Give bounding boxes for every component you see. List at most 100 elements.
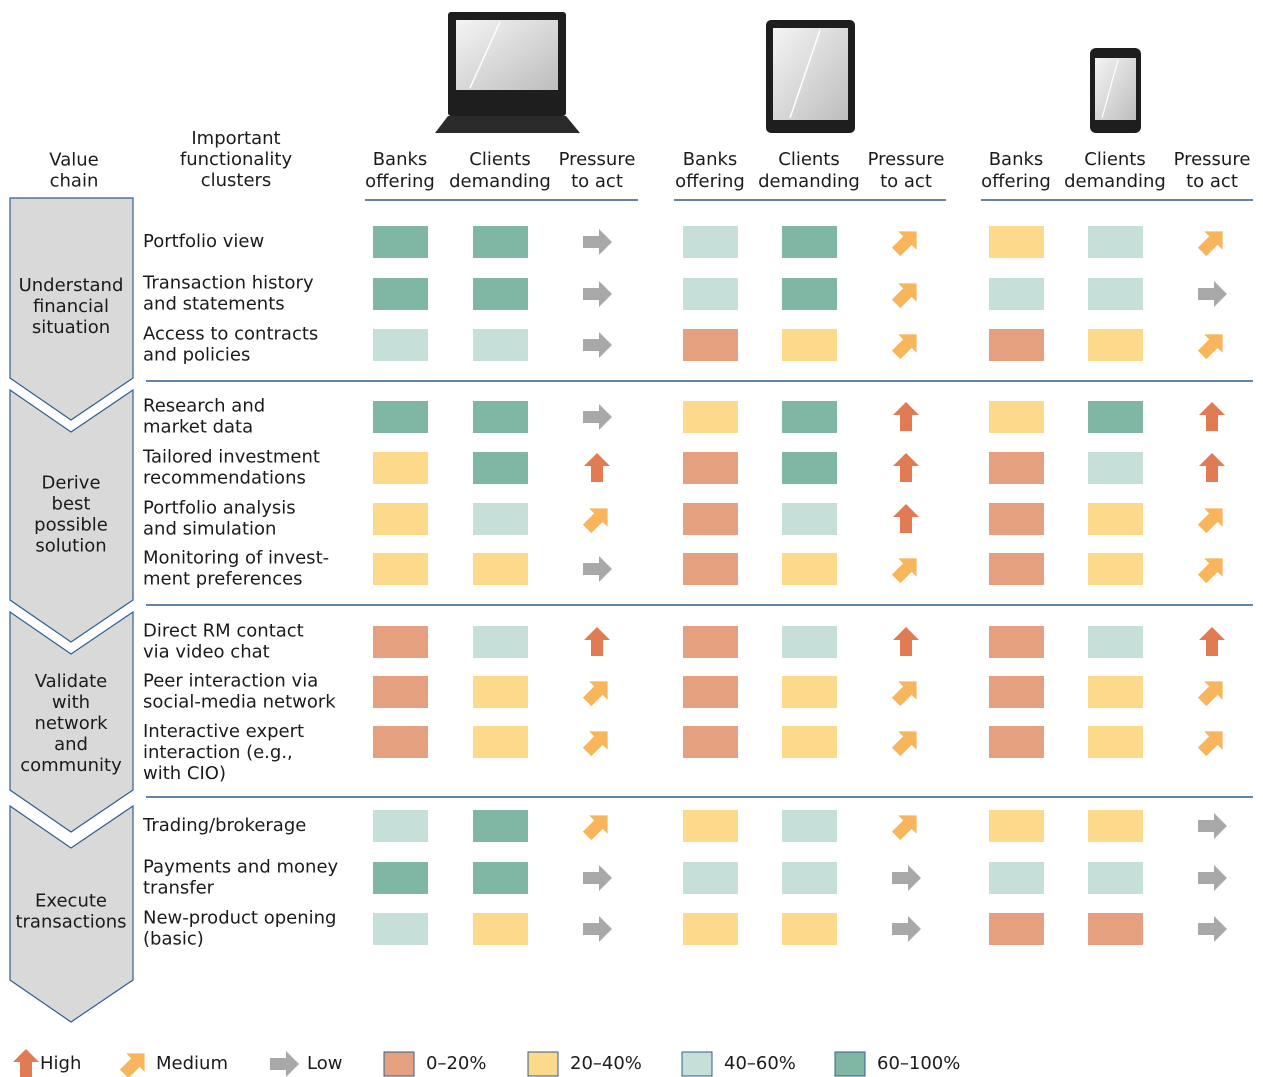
coverage-cell (373, 401, 428, 433)
pressure-arrow (582, 815, 608, 841)
coverage-cell (683, 626, 738, 658)
stage-label: with (52, 692, 90, 713)
coverage-cell (782, 401, 837, 433)
legend-arrow (13, 1049, 39, 1077)
legend-label: 60–100% (877, 1053, 960, 1074)
row-label: interaction (e.g., (143, 742, 293, 763)
column-header: Important (191, 128, 280, 149)
coverage-cell (782, 452, 837, 484)
coverage-cell (683, 810, 738, 842)
column-header: chain (50, 171, 99, 192)
column-header: to act (1186, 171, 1238, 192)
pressure-arrow (893, 402, 919, 431)
column-header: Clients (778, 149, 840, 170)
coverage-cell (683, 278, 738, 310)
coverage-cell (473, 503, 528, 535)
coverage-cell (989, 676, 1044, 708)
pressure-arrow (1199, 402, 1225, 431)
coverage-cell (782, 810, 837, 842)
coverage-cell (1088, 676, 1143, 708)
coverage-cell (782, 329, 837, 361)
coverage-cell (1088, 329, 1143, 361)
column-header: to act (880, 171, 932, 192)
pressure-arrow (584, 453, 610, 482)
pressure-arrow (582, 508, 608, 534)
pressure-arrow (891, 815, 917, 841)
pressure-arrow (1199, 453, 1225, 482)
pressure-arrow (1197, 508, 1223, 534)
coverage-cell (989, 503, 1044, 535)
pressure-arrow (583, 556, 612, 582)
coverage-cell (782, 278, 837, 310)
pressure-arrow (893, 627, 919, 656)
legend-swatch (681, 1051, 713, 1077)
row-label: Monitoring of invest- (143, 548, 329, 569)
coverage-cell (373, 626, 428, 658)
pressure-arrow (583, 916, 612, 942)
coverage-cell (1088, 452, 1143, 484)
tablet-icon (766, 20, 855, 133)
stage-label: Understand (19, 275, 124, 296)
pressure-arrow (583, 865, 612, 891)
coverage-cell (989, 401, 1044, 433)
legend-label: 0–20% (426, 1053, 486, 1074)
coverage-cell (989, 452, 1044, 484)
row-label: with CIO) (143, 763, 226, 784)
stage-label: Derive (41, 473, 100, 494)
coverage-cell (473, 452, 528, 484)
row-label: Direct RM contact (143, 621, 304, 642)
row-label: ment preferences (143, 569, 303, 590)
stage-label: community (20, 755, 122, 776)
column-header: Pressure (559, 149, 636, 170)
pressure-arrow (583, 229, 612, 255)
row-label: and policies (143, 345, 250, 366)
coverage-cell (473, 401, 528, 433)
coverage-cell (473, 810, 528, 842)
row-label: Portfolio analysis (143, 498, 296, 519)
row-label: Interactive expert (143, 721, 304, 742)
stage-label: network (34, 713, 108, 734)
coverage-cell (1088, 810, 1143, 842)
legend-swatch (834, 1051, 866, 1077)
stage-chevron (9, 610, 134, 833)
column-header: offering (675, 171, 745, 192)
stage-chevron (9, 388, 134, 643)
coverage-cell (1088, 503, 1143, 535)
column-header: Value (49, 150, 98, 171)
column-header: Banks (373, 149, 428, 170)
coverage-cell (989, 329, 1044, 361)
pressure-arrow (892, 865, 921, 891)
legend-arrow (119, 1053, 145, 1077)
row-label: via video chat (143, 642, 270, 663)
pressure-arrow (891, 231, 917, 257)
coverage-cell (683, 913, 738, 945)
pressure-arrow (582, 681, 608, 707)
coverage-cell (373, 862, 428, 894)
column-header: offering (981, 171, 1051, 192)
column-header: Pressure (1174, 149, 1251, 170)
column-header: to act (571, 171, 623, 192)
stage-label: transactions (15, 912, 126, 933)
stage-label: solution (35, 536, 106, 557)
coverage-cell (1088, 553, 1143, 585)
coverage-cell (782, 862, 837, 894)
pressure-arrow (1197, 334, 1223, 360)
pressure-arrow (583, 332, 612, 358)
legend-arrow (270, 1051, 299, 1077)
row-label: Trading/brokerage (142, 815, 306, 836)
coverage-cell (373, 913, 428, 945)
legend-swatch (527, 1051, 559, 1077)
coverage-cell (683, 726, 738, 758)
coverage-cell (683, 553, 738, 585)
pressure-arrow (893, 504, 919, 533)
column-header: Banks (989, 149, 1044, 170)
stage-label: possible (34, 515, 108, 536)
coverage-cell (373, 226, 428, 258)
coverage-cell (373, 810, 428, 842)
column-header: clusters (201, 170, 272, 191)
pressure-arrow (582, 731, 608, 757)
row-label: New-product opening (143, 908, 336, 929)
stage-label: Validate (35, 671, 108, 692)
coverage-cell (683, 226, 738, 258)
